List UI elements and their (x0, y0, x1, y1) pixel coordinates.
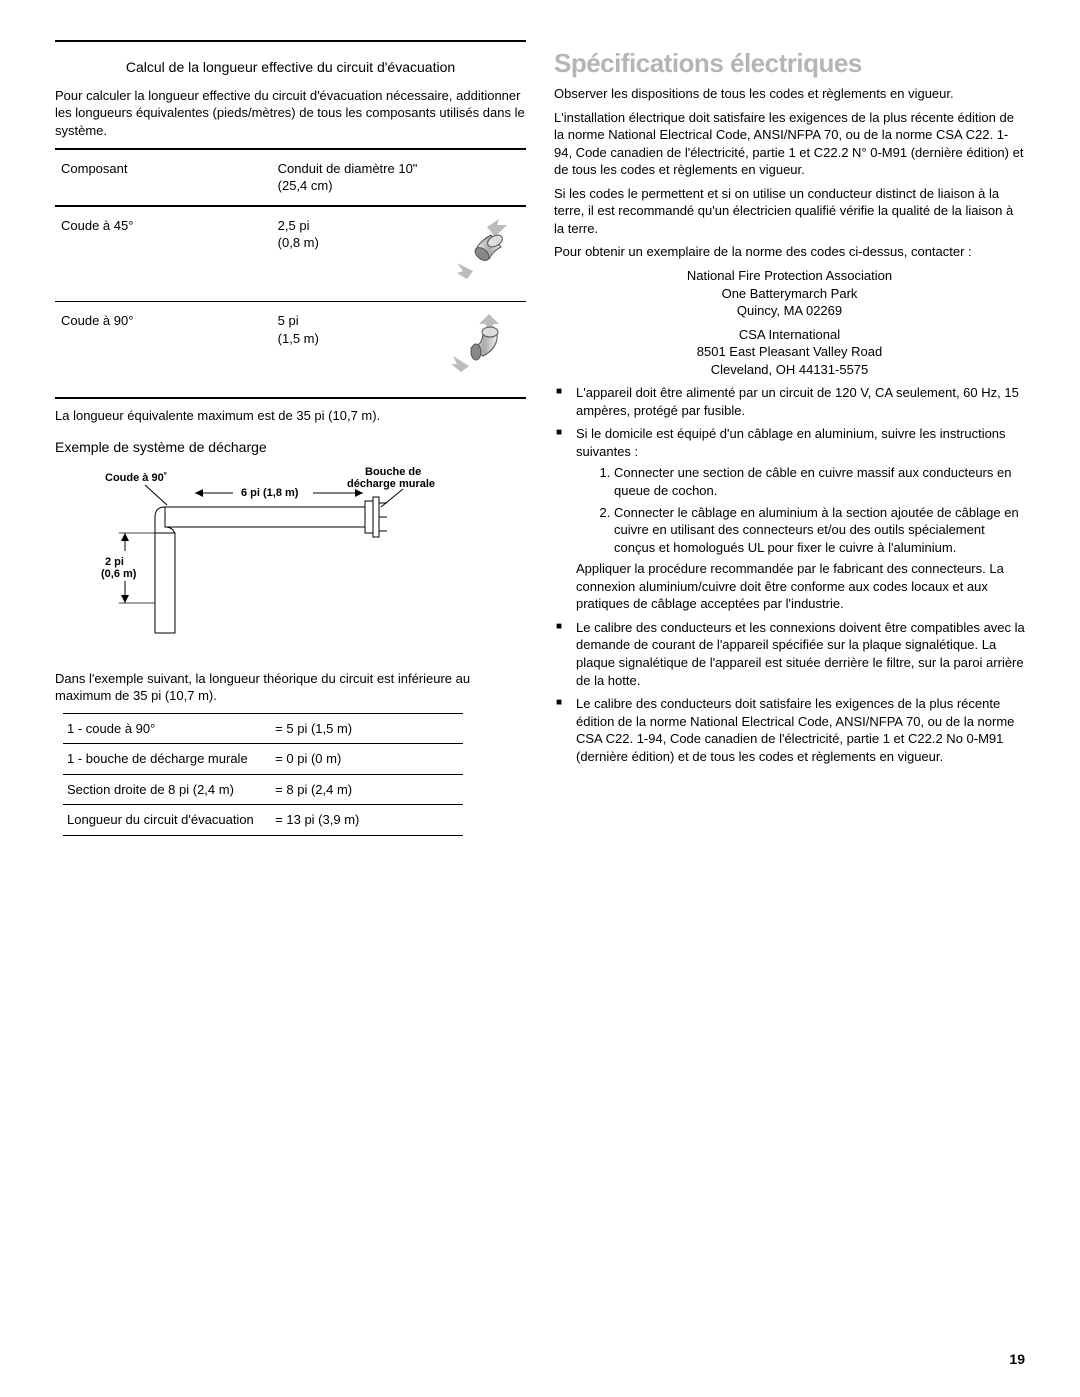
ex-r1b: = 5 pi (1,5 m) (271, 713, 463, 744)
bullet-3: Le calibre des conducteurs et les connex… (576, 619, 1025, 689)
diagram-horiz-label: 6 pi (1,8 m) (241, 487, 299, 499)
example-heading: Exemple de système de décharge (55, 438, 526, 457)
page-number: 19 (1009, 1350, 1025, 1369)
after-steps: Appliquer la procédure recommandée par l… (576, 560, 1025, 613)
ex-r3a: Section droite de 8 pi (2,4 m) (63, 774, 271, 805)
addr-csa: CSA International 8501 East Pleasant Val… (554, 326, 1025, 379)
max-length-note: La longueur équivalente maximum est de 3… (55, 407, 526, 425)
right-column: Spécifications électriques Observer les … (554, 40, 1025, 836)
bullet-2: Si le domicile est équipé d'un câblage e… (576, 425, 1025, 612)
col-duct: Conduit de diamètre 10" (25,4 cm) (272, 149, 442, 206)
elec-p1: Observer les dispositions de tous les co… (554, 85, 1025, 103)
addr-nfpa: National Fire Protection Association One… (554, 267, 1025, 320)
diagram-elbow-label: Coude à 90˚ (105, 472, 167, 484)
row-90-value: 5 pi (1,5 m) (272, 302, 442, 398)
ex-r4b: = 13 pi (3,9 m) (271, 805, 463, 836)
col-component: Composant (55, 149, 272, 206)
example-calc-table: 1 - coude à 90°= 5 pi (1,5 m) 1 - bouche… (63, 713, 463, 836)
elec-p2: L'installation électrique doit satisfair… (554, 109, 1025, 179)
step-2: Connecter le câblage en aluminium à la s… (614, 504, 1025, 557)
row-45-component: Coude à 45° (55, 206, 272, 302)
requirements-list: L'appareil doit être alimenté par un cir… (554, 384, 1025, 765)
ex-r2a: 1 - bouche de décharge murale (63, 744, 271, 775)
elbow-90-icon (447, 312, 515, 382)
left-column: Calcul de la longueur effective du circu… (55, 40, 526, 836)
ex-r3b: = 8 pi (2,4 m) (271, 774, 463, 805)
equivalent-length-table: Composant Conduit de diamètre 10" (25,4 … (55, 148, 526, 399)
row-90-component: Coude à 90° (55, 302, 272, 398)
calc-section-title: Calcul de la longueur effective du circu… (55, 58, 526, 77)
bullet-2-text: Si le domicile est équipé d'un câblage e… (576, 426, 1006, 459)
aluminum-steps: Connecter une section de câble en cuivre… (576, 464, 1025, 556)
step-1: Connecter une section de câble en cuivre… (614, 464, 1025, 499)
diagram-cap-label-2: décharge murale (347, 478, 435, 490)
bullet-4: Le calibre des conducteurs doit satisfai… (576, 695, 1025, 765)
two-column-layout: Calcul de la longueur effective du circu… (55, 40, 1025, 836)
elec-p3: Si les codes le permettent et si on util… (554, 185, 1025, 238)
elbow-45-icon (447, 217, 515, 287)
diagram-vert-label-1: 2 pi (105, 556, 124, 568)
row-90-icon (441, 302, 526, 398)
ex-r4a: Longueur du circuit d'évacuation (63, 805, 271, 836)
calc-intro: Pour calculer la longueur effective du c… (55, 87, 526, 140)
diagram-vert-label-2: (0,6 m) (101, 568, 137, 580)
ex-r2b: = 0 pi (0 m) (271, 744, 463, 775)
diagram-cap-label-1: Bouche de (365, 466, 421, 478)
electrical-heading: Spécifications électriques (554, 46, 1025, 81)
ex-r1a: 1 - coude à 90° (63, 713, 271, 744)
bullet-1: L'appareil doit être alimenté par un cir… (576, 384, 1025, 419)
discharge-diagram: Coude à 90˚ 6 pi (1,8 m) Bouche de décha… (65, 463, 526, 658)
example-intro: Dans l'exemple suivant, la longueur théo… (55, 670, 526, 705)
row-45-value: 2,5 pi (0,8 m) (272, 206, 442, 302)
row-45-icon (441, 206, 526, 302)
col-icon (441, 149, 526, 206)
elec-p4: Pour obtenir un exemplaire de la norme d… (554, 243, 1025, 261)
